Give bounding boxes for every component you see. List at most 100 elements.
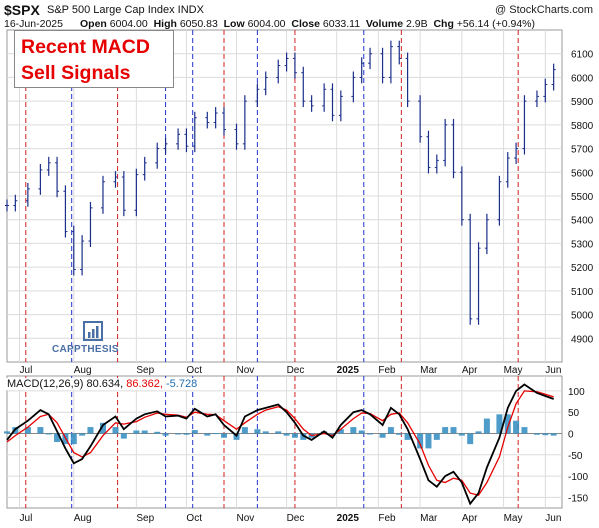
macd-legend: MACD(12,26,9) 80.634, 86.362, -5.728 (5, 378, 200, 390)
price-tick-label: 6000 (571, 73, 594, 84)
macd-histogram-bar (425, 433, 432, 449)
macd-histogram-bar (191, 430, 198, 434)
macd-histogram-bar (45, 433, 52, 435)
macd-histogram-bar (404, 433, 411, 440)
macd-histogram-bar (442, 427, 449, 434)
macd-histogram-bar (350, 427, 357, 434)
macd-histogram-bar (175, 433, 182, 435)
callout-box: Recent MACD Sell Signals (14, 30, 174, 88)
month-label-top: Oct (186, 365, 202, 376)
macd-tick-label: -150 (568, 493, 588, 504)
quote-line: Open 6004.00 High 6050.83 Low 6004.00 Cl… (80, 18, 535, 30)
macd-histogram-bar (220, 433, 227, 438)
logo-chart-icon (83, 321, 103, 341)
macd-tick-label: -50 (568, 451, 583, 462)
index-name: S&P 500 Large Cap Index INDX (47, 4, 204, 16)
macd-histogram-bar (367, 433, 374, 435)
month-label-top: Aug (74, 365, 92, 376)
macd-histogram-bar (450, 427, 457, 434)
volume-label: Volume (365, 18, 404, 30)
macd-histogram-bar (254, 429, 261, 434)
open-label: Open (80, 18, 107, 30)
price-tick-label: 5500 (571, 192, 594, 203)
macd-histogram-bar (204, 433, 211, 436)
month-label-bottom: Jul (20, 513, 33, 524)
macd-histogram-bar (396, 433, 403, 435)
month-label-top: Jun (545, 365, 561, 376)
price-tick-label: 5900 (571, 97, 594, 108)
macd-histogram-bar (70, 433, 77, 445)
macd-histogram-bar (24, 427, 31, 434)
macd-histogram-bar (417, 433, 424, 449)
month-label-bottom: Feb (378, 513, 396, 524)
macd-histogram-bar (154, 431, 161, 434)
macd-histogram-bar (133, 430, 140, 434)
macd-histogram-bar (542, 433, 549, 436)
month-label-bottom: May (504, 513, 523, 524)
month-label-top: Apr (462, 365, 478, 376)
price-tick-label: 5200 (571, 263, 594, 274)
month-label-top: Nov (237, 365, 255, 376)
macd-histogram-bar (212, 433, 219, 435)
macd-legend-signal: 86.362, (126, 378, 163, 390)
macd-signal-line (6, 390, 554, 496)
macd-histogram-bar (4, 431, 10, 434)
macd-histogram-bar (329, 433, 336, 436)
month-label-top: Sep (136, 365, 154, 376)
macd-legend-macd: 80.634, (86, 378, 124, 390)
macd-panel-frame (6, 375, 563, 509)
macd-histogram-bar (79, 433, 86, 436)
macd-line (6, 383, 555, 506)
low-label: Low (223, 18, 245, 30)
month-label-bottom: Nov (237, 513, 255, 524)
month-label-top: 2025 (337, 365, 360, 376)
macd-histogram-bar (387, 427, 394, 434)
price-tick-label: 5100 (571, 287, 594, 298)
macd-histogram-bar (262, 431, 269, 434)
price-tick-label: 5000 (571, 311, 594, 322)
macd-histogram-bar (504, 414, 511, 434)
open-value: 6004.00 (109, 18, 148, 30)
macd-legend-label: MACD(12,26,9) (7, 378, 84, 390)
macd-histogram-bar (291, 433, 298, 438)
macd-histogram-bar (275, 431, 282, 434)
symbol: $SPX (4, 2, 40, 18)
watermark: @ StockCharts.com (495, 4, 593, 16)
macd-histogram-bar (433, 433, 440, 440)
month-label-bottom: Apr (462, 513, 478, 524)
quote-date: 16-Jun-2025 (4, 18, 63, 30)
price-tick-label: 5300 (571, 239, 594, 250)
volume-value: 2.9B (406, 18, 428, 30)
month-label-bottom: Aug (74, 513, 92, 524)
month-label-top: Feb (378, 365, 396, 376)
close-label: Close (291, 18, 320, 30)
macd-histogram-bar (283, 433, 290, 436)
close-value: 6033.11 (322, 18, 361, 30)
macd-tick-label: 50 (568, 408, 580, 419)
callout-line-2: Sell Signals (21, 62, 131, 84)
macd-histogram-bar (379, 433, 386, 438)
price-tick-label: 5800 (571, 121, 594, 132)
macd-legend-histogram: -5.728 (166, 378, 198, 390)
macd-histogram-bar (533, 433, 540, 435)
macd-histogram-bar (300, 433, 307, 440)
macd-histogram-bar (475, 431, 482, 434)
macd-histogram-bar (467, 433, 474, 445)
price-tick-label: 6100 (571, 50, 594, 61)
macd-histogram-bar (483, 418, 490, 434)
macd-histogram-bar (99, 422, 106, 434)
month-label-bottom: Mar (420, 513, 438, 524)
price-tick-label: 5600 (571, 168, 594, 179)
macd-histogram-bar (162, 433, 169, 436)
macd-histogram-bar (337, 429, 344, 434)
macd-histogram-bar (54, 433, 61, 442)
month-label-top: Dec (287, 365, 305, 376)
month-label-bottom: 2025 (337, 513, 360, 524)
macd-histogram-bar (183, 433, 190, 435)
macd-tick-label: 0 (568, 429, 574, 440)
price-tick-label: 5400 (571, 216, 594, 227)
macd-histogram-bar (87, 427, 94, 434)
macd-tick-label: -100 (568, 472, 588, 483)
month-label-bottom: Sep (136, 513, 154, 524)
